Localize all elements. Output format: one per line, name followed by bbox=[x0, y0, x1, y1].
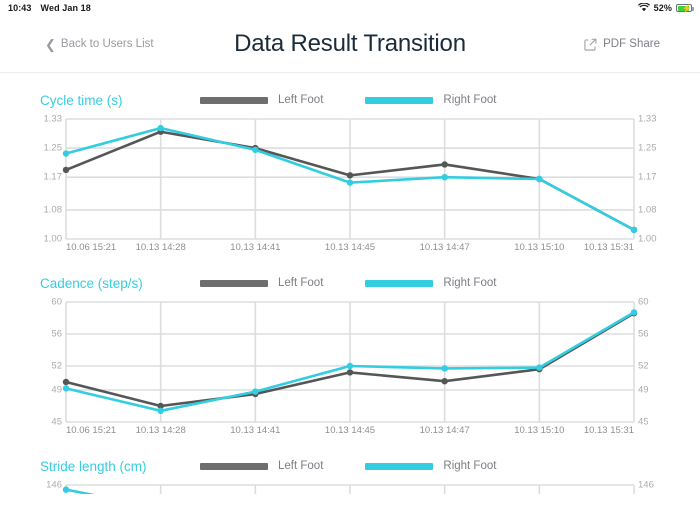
line-chart-svg bbox=[62, 485, 634, 494]
x-axis-tick-label: 10.06 15:21 bbox=[66, 425, 117, 436]
charts-container: Cycle time (s) Left Foot Right Foot 1.33… bbox=[0, 73, 700, 494]
legend-item-left-foot: Left Foot bbox=[200, 460, 323, 472]
y-axis-tick-label: 1.25 bbox=[638, 142, 657, 154]
y-axis-tick-label: 45 bbox=[51, 416, 62, 428]
pdf-share-label: PDF Share bbox=[603, 38, 660, 50]
legend-label-right-foot: Right Foot bbox=[443, 94, 497, 106]
chart-title: Stride length (cm) bbox=[40, 458, 147, 474]
legend-swatch-right-foot bbox=[365, 96, 434, 104]
chart-title: Cycle time (s) bbox=[40, 92, 123, 108]
y-axis-tick-label: 146 bbox=[46, 479, 62, 491]
y-axis-tick-label: 56 bbox=[638, 328, 649, 340]
x-axis-tick-label: 10.13 15:31 bbox=[583, 425, 634, 436]
y-axis-tick-label: 1.00 bbox=[638, 233, 657, 245]
y-axis-tick-label: 1.25 bbox=[43, 142, 63, 154]
y-axis-right: 1.33 1.25 1.17 1.08 1.00 bbox=[638, 114, 664, 245]
y-axis-tick-label: 1.17 bbox=[638, 171, 657, 183]
x-axis-tick-label: 10.13 14:28 bbox=[135, 242, 186, 253]
chart-legend: Left Foot Right Foot bbox=[200, 277, 538, 289]
legend-label-left-foot: Left Foot bbox=[278, 460, 324, 472]
chart-block-cycle-time: Cycle time (s) Left Foot Right Foot 1.33… bbox=[0, 73, 700, 256]
y-axis-tick-label: 1.17 bbox=[43, 171, 63, 183]
x-axis-tick-label: 10.06 15:21 bbox=[66, 242, 117, 253]
page-title: Data Result Transition bbox=[234, 30, 466, 57]
legend-item-left-foot: Left Foot bbox=[200, 94, 323, 106]
x-axis-tick-label: 10.13 14:45 bbox=[324, 425, 376, 436]
x-axis-tick-label: 10.13 14:47 bbox=[419, 242, 470, 253]
x-axis-tick-label: 10.13 15:10 bbox=[514, 242, 565, 253]
legend-swatch-right-foot bbox=[365, 462, 434, 470]
plot-area: 1.33 1.25 1.17 1.08 1.00 1.33 1.25 1.17 1.08 1.0… bbox=[44, 114, 657, 245]
chart-block-cadence: Cadence (step/s) Left Foot Right Foot 60… bbox=[0, 256, 700, 439]
legend-label-right-foot: Right Foot bbox=[443, 277, 497, 289]
chevron-left-icon: ❮ bbox=[45, 36, 56, 52]
y-axis-tick-label: 1.00 bbox=[43, 233, 63, 245]
y-axis-left: 1.33 1.25 1.17 1.08 1.00 bbox=[36, 114, 63, 245]
legend-swatch-left-foot bbox=[200, 462, 268, 470]
y-axis-tick-label: 60 bbox=[638, 296, 649, 308]
plot-area: 146 146 bbox=[46, 480, 654, 494]
y-axis-tick-label: 60 bbox=[51, 296, 62, 308]
share-export-icon bbox=[584, 38, 597, 51]
chart-legend: Left Foot Right Foot bbox=[200, 94, 538, 106]
x-axis-tick-label: 10.13 14:41 bbox=[230, 242, 281, 253]
chart-title: Cadence (step/s) bbox=[40, 275, 143, 291]
status-date: Wed Jan 18 bbox=[40, 3, 91, 13]
y-axis-tick-label: 52 bbox=[51, 360, 62, 372]
y-axis-tick-label: 1.33 bbox=[638, 113, 657, 125]
legend-label-right-foot: Right Foot bbox=[443, 460, 497, 472]
x-axis-tick-label: 10.13 14:45 bbox=[324, 242, 376, 253]
chart-header: Cadence (step/s) Left Foot Right Foot bbox=[40, 272, 660, 294]
line-chart-svg bbox=[62, 302, 638, 422]
legend-swatch-right-foot bbox=[365, 279, 434, 287]
y-axis-tick-label: 49 bbox=[638, 384, 649, 396]
page-header: ❮ Back to Users List Data Result Transit… bbox=[0, 16, 700, 73]
legend-label-left-foot: Left Foot bbox=[278, 277, 324, 289]
legend-label-left-foot: Left Foot bbox=[278, 94, 324, 106]
line-chart-svg bbox=[62, 119, 638, 239]
x-axis-tick-label: 10.13 15:10 bbox=[514, 425, 565, 436]
y-axis-right: 146 bbox=[638, 480, 664, 494]
status-right-cluster: 52% ⚡ bbox=[637, 1, 694, 14]
x-axis-labels: 10.06 15:21 10.13 14:28 10.13 14:41 10.13 1… bbox=[66, 242, 634, 256]
legend-item-left-foot: Left Foot bbox=[200, 277, 323, 289]
x-axis-labels: 10.06 15:21 10.13 14:28 10.13 14:41 10.13 1… bbox=[66, 425, 634, 439]
status-time: 10:43 bbox=[8, 3, 32, 13]
y-axis-tick-label: 45 bbox=[638, 416, 649, 428]
x-axis-tick-label: 10.13 14:47 bbox=[419, 425, 470, 436]
plot-area: 60 56 52 49 45 60 56 52 49 45 bbox=[51, 297, 648, 428]
y-axis-tick-label: 56 bbox=[51, 328, 62, 340]
y-axis-tick-label: 1.33 bbox=[43, 113, 63, 125]
y-axis-tick-label: 1.08 bbox=[43, 204, 63, 216]
legend-swatch-left-foot bbox=[200, 279, 268, 287]
legend-item-right-foot: Right Foot bbox=[365, 460, 496, 472]
chart-header: Cycle time (s) Left Foot Right Foot bbox=[40, 89, 660, 111]
x-axis-tick-label: 10.13 14:41 bbox=[230, 425, 281, 436]
y-axis-tick-label: 146 bbox=[638, 479, 654, 491]
y-axis-left: 60 56 52 49 45 bbox=[36, 297, 62, 428]
y-axis-tick-label: 1.08 bbox=[638, 204, 657, 216]
chart-legend: Left Foot Right Foot bbox=[200, 460, 538, 472]
legend-item-right-foot: Right Foot bbox=[365, 277, 496, 289]
y-axis-tick-label: 52 bbox=[638, 360, 649, 372]
wifi-icon bbox=[637, 1, 650, 14]
legend-item-right-foot: Right Foot bbox=[365, 94, 496, 106]
back-button-label: Back to Users List bbox=[60, 38, 154, 50]
chart-header: Stride length (cm) Left Foot Right Foot bbox=[40, 455, 660, 477]
pdf-share-button[interactable]: PDF Share bbox=[584, 38, 660, 51]
x-axis-tick-label: 10.13 15:31 bbox=[583, 242, 634, 253]
y-axis-left: 146 bbox=[36, 480, 62, 494]
battery-percent-label: 52% bbox=[653, 3, 672, 13]
status-bar: 10:43 Wed Jan 18 52% ⚡ bbox=[0, 0, 700, 16]
battery-charging-icon: ⚡ bbox=[676, 4, 694, 13]
y-axis-right: 60 56 52 49 45 bbox=[638, 297, 664, 428]
y-axis-tick-label: 49 bbox=[51, 384, 62, 396]
back-to-users-list-button[interactable]: ❮ Back to Users List bbox=[45, 38, 154, 51]
legend-swatch-left-foot bbox=[200, 96, 268, 104]
chart-block-stride-length: Stride length (cm) Left Foot Right Foot … bbox=[0, 439, 700, 494]
x-axis-tick-label: 10.13 14:28 bbox=[135, 425, 186, 436]
